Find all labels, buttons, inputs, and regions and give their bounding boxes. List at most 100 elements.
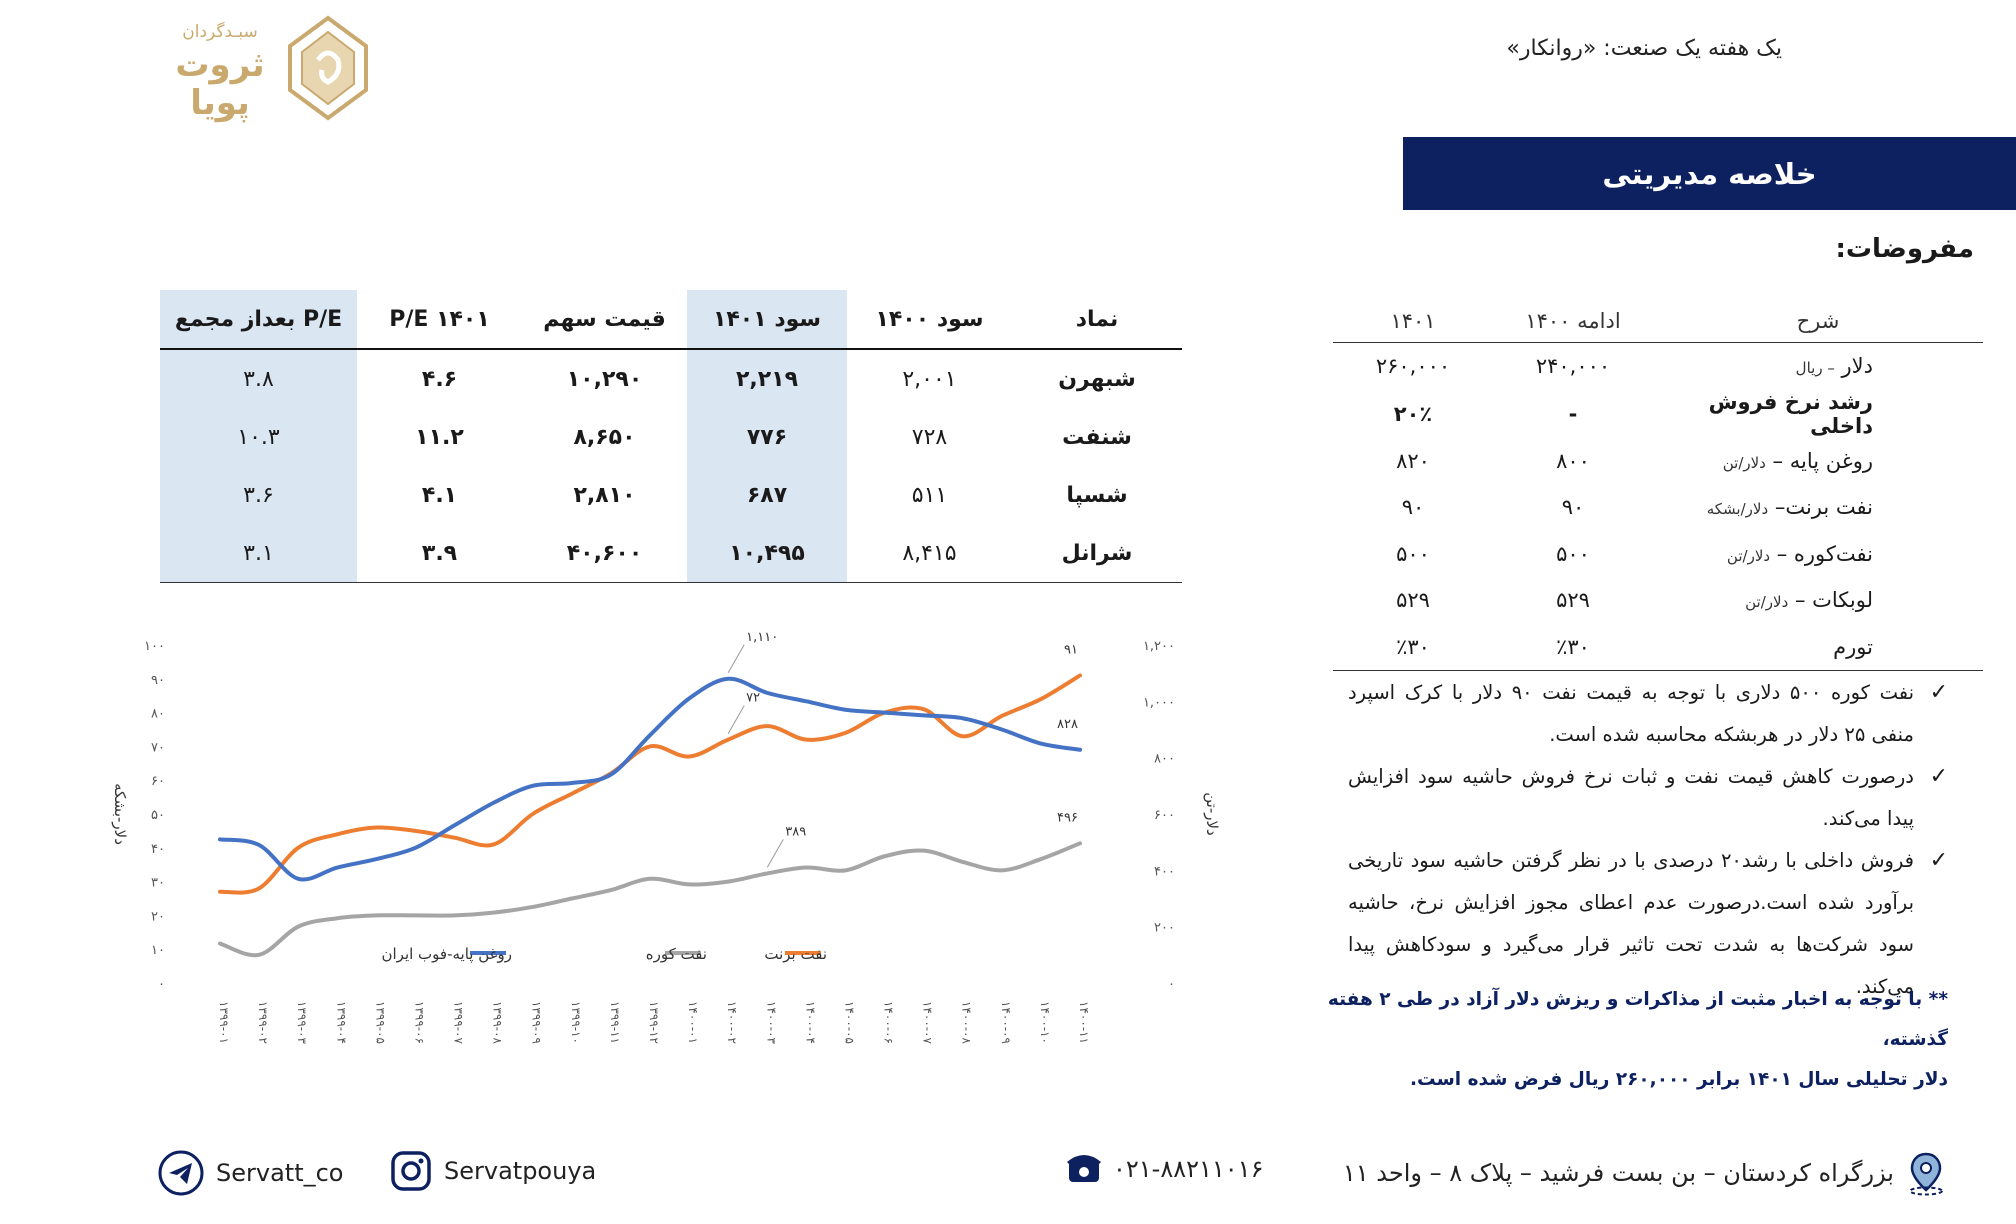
x-tick-label: ۱۳۹۹-۰۵ [373,1001,387,1044]
row-label: رشد نرخ فروش داخلی [1708,389,1873,438]
header-symbol: نماد [1012,290,1182,350]
left-tick-label: ۱۰ [151,943,165,958]
left-tick-label: ۱۰۰ [144,639,165,654]
row-label: لوبکات – [1794,588,1873,613]
x-tick-label: ۱۴۰۰-۰۳ [764,1001,778,1045]
cell-pe-after: ۱۰.۳ [160,408,357,466]
cell-1401: ۹۰ [1401,495,1425,520]
end-data-label: ۸۲۸ [1057,717,1078,732]
cell-cont-1400: ۸۰۰ [1556,448,1590,473]
footnote-line: ** با توجه به اخبار مثبت از مذاکرات و ری… [1327,989,1948,1050]
x-tick-label: ۱۴۰۰-۱۱ [1077,1001,1091,1044]
row-unit: دلار/تن [1726,546,1771,565]
cell-pe-after: ۳.۶ [160,466,357,524]
header-price: قیمت سهم [522,290,687,350]
cell-profit-1401: ۱۰,۴۹۵ [687,524,847,583]
cell-description: نفت‌کوره – دلار/تن [1653,531,1983,578]
cell-pe-after: ۳.۱ [160,524,357,583]
row-unit: دلار/بشکه [1706,500,1769,519]
x-tick-label: ۱۴۰۰-۰۹ [999,1001,1013,1044]
telegram-link[interactable]: Servatt_co [158,1150,343,1196]
cell-profit-1401: ۶۸۷ [687,466,847,524]
row-label: نفت‌کوره – [1776,541,1873,566]
cell-pe-after: ۳.۸ [160,349,357,408]
series-line-1 [218,841,1082,958]
row-label: روغن پایه – [1772,448,1873,473]
row-label: نفت برنت– [1774,495,1873,520]
cell-description: روغن پایه – دلار/تن [1653,438,1983,485]
table-row: نفت برنت– دلار/بشکه ۹۰ ۹۰ [1333,484,1983,531]
instagram-link[interactable]: Servatpouya [390,1150,596,1192]
note-item: ✓ نفت کوره ۵۰۰ دلاری با توجه به قیمت نفت … [1348,672,1948,756]
header-1401: ۱۴۰۱ [1333,300,1493,343]
x-tick-label: ۱۴۰۰-۰۱ [686,1001,700,1044]
cell-symbol: شسپا [1066,482,1128,508]
x-tick-label: ۱۳۹۹-۰۸ [491,1001,505,1045]
cell-pe-1401: ۴.۶ [421,366,458,392]
footer: Servatt_co Servatpouya ۰۲۱-۸۸۲۱۱۰۱۶ بزرگ… [0,1150,2016,1210]
cell-price: ۴۰,۶۰۰ [522,524,687,583]
cell-cont-1400: ۵۰۰ [1556,541,1590,566]
x-tick-label: ۱۳۹۹-۰۴ [334,1001,348,1044]
cell-profit-1401: ۲,۲۱۹ [687,349,847,408]
header-profit-1400: سود ۱۴۰۰ [847,290,1012,350]
check-icon: ✓ [1929,764,1948,789]
right-tick-label: ۶۰۰ [1154,808,1175,823]
right-tick-label: ۱,۰۰۰ [1143,695,1175,710]
x-tick-label: ۱۳۹۹-۰۶ [412,1001,426,1044]
table-row: نفت‌کوره – دلار/تن ۵۰۰ ۵۰۰ [1333,531,1983,578]
table-row: رشد نرخ فروش داخلی - ۲۰٪ [1333,390,1983,438]
telegram-handle: Servatt_co [216,1159,344,1187]
table-row: شبهرن ۲,۰۰۱ ۲,۲۱۹ ۱۰,۲۹۰ ۴.۶ ۳.۸ [160,349,1182,408]
data-label-leader [727,644,745,674]
row-label: تورم [1833,634,1873,659]
price-chart: ۰ ۱۰ ۲۰ ۳۰ ۴۰ ۵۰ ۶۰ ۷۰ ۸۰ ۹۰ ۱۰۰ ۰ ۲۰۰ ۴۰۰ ۶۰۰ ۸۰۰ ۱,۰۰۰… [111,630,1221,1045]
cell-1401: ٪۳۰ [1333,623,1493,671]
phone-link[interactable]: ۰۲۱-۸۸۲۱۱۰۱۶ [1065,1150,1263,1188]
table-row: روغن پایه – دلار/تن ۸۰۰ ۸۲۰ [1333,438,1983,485]
x-tick-label: ۱۳۹۹-۱۱ [608,1001,622,1044]
summary-banner: خلاصه مدیریتی [1403,137,2016,210]
cell-cont-1400: ۹۰ [1561,495,1585,520]
right-tick-label: ۸۰۰ [1154,752,1175,767]
cell-profit-1400: ۲,۰۰۱ [902,366,957,392]
left-tick-label: ۵۰ [151,808,165,823]
note-text: نفت کوره ۵۰۰ دلاری با توجه به قیمت نفت ۹… [1348,681,1915,746]
left-tick-label: ۴۰ [151,842,165,857]
notes-list: ✓ نفت کوره ۵۰۰ دلاری با توجه به قیمت نفت … [1348,672,1948,1008]
note-text: درصورت کاهش قیمت نفت و ثبات نرخ فروش حاش… [1348,765,1914,830]
legend-label: نفت کوره [646,945,707,963]
right-tick-label: ۰ [1168,977,1175,992]
cell-profit-1400: ۵۱۱ [911,482,948,508]
x-tick-label: ۱۴۰۰-۰۶ [882,1001,896,1044]
cell-description: دلار – ریال [1653,343,1983,390]
right-axis-label: دلار-تن [1203,792,1221,835]
cell-symbol: شبهرن [1058,366,1136,392]
report-title: یک هفته یک صنعت: «روانکار» [1506,36,1782,61]
cell-description: لوبکات – دلار/تن [1653,577,1983,624]
x-tick-label: ۱۳۹۹-۱۲ [647,1001,661,1044]
right-tick-label: ۲۰۰ [1154,921,1175,936]
cell-1401: ۲۶۰,۰۰۰ [1375,354,1451,379]
address: بزرگراه کردستان – بن بست فرشید – پلاک ۸ … [1343,1150,1948,1196]
footnote-line: دلار تحلیلی سال ۱۴۰۱ برابر ۲۶۰,۰۰۰ ریال … [1410,1069,1948,1090]
cell-profit-1400: ۸,۴۱۵ [847,524,1012,583]
location-pin-icon [1909,1152,1943,1196]
cell-pe-1401: ۳.۹ [357,524,522,583]
data-label: ۱,۱۱۰ [746,630,778,645]
x-tick-label: ۱۳۹۹-۱۰ [569,1001,583,1044]
footnote: ** با توجه به اخبار مثبت از مذاکرات و ری… [1308,980,1948,1100]
right-tick-label: ۱,۲۰۰ [1143,639,1175,654]
cell-cont-1400: ۲۴۰,۰۰۰ [1535,354,1611,379]
cell-price: ۸,۶۵۰ [573,424,636,450]
assumptions-title: مفروضات: [1835,234,1974,264]
row-label: دلار [1841,354,1873,379]
logo-caption: سبـدگردان [182,22,258,42]
left-tick-label: ۳۰ [151,876,165,891]
header-pe-1401: P/E ۱۴۰۱ [357,290,522,350]
header-description: شرح [1653,300,1983,343]
row-unit: دلار/تن [1745,593,1789,612]
end-data-label: ۴۹۶ [1057,810,1078,825]
header-cont-1400: ادامه ۱۴۰۰ [1493,300,1653,343]
x-tick-label: ۱۳۹۹-۰۳ [295,1001,309,1045]
